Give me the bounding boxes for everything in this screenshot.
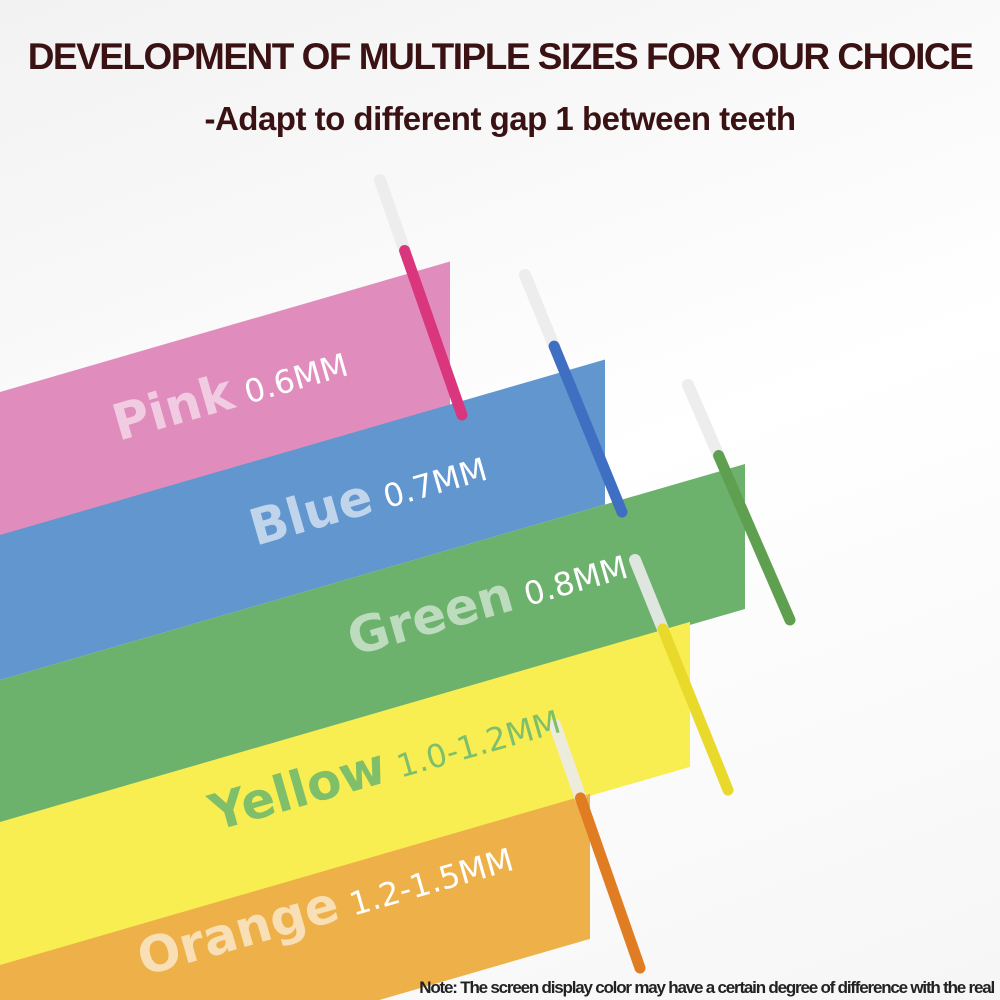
- brush-wire: [519, 269, 561, 353]
- interdental-brush-pink: [374, 174, 468, 421]
- brush-handle: [657, 623, 734, 796]
- brush-wire: [549, 719, 587, 804]
- band-pink: [0, 261, 450, 537]
- brush-wire: [629, 554, 669, 635]
- brush-handle: [575, 792, 646, 974]
- band-blue: [0, 359, 605, 680]
- band-yellow: [0, 621, 690, 967]
- band-orange: [0, 793, 590, 1000]
- brush-wire: [682, 379, 725, 462]
- size-value: 0.8MM: [519, 547, 632, 614]
- color-disclaimer: Note: The screen display color may have …: [419, 978, 995, 997]
- headline: DEVELOPMENT OF MULTIPLE SIZES FOR YOUR C…: [27, 36, 974, 77]
- brush-handle: [713, 450, 796, 626]
- brush-handle: [399, 245, 468, 421]
- size-value: 0.6MM: [239, 345, 353, 412]
- brush-handle: [548, 340, 628, 518]
- interdental-brush-orange: [549, 719, 646, 974]
- interdental-brush-yellow: [629, 554, 734, 796]
- brush-wire: [374, 174, 411, 257]
- interdental-brush-blue: [519, 269, 628, 518]
- band-green: [0, 463, 745, 825]
- interdental-brush-green: [682, 379, 796, 626]
- subheadline: -Adapt to different gap 1 between teeth: [204, 100, 796, 137]
- size-value: 0.7MM: [378, 450, 492, 516]
